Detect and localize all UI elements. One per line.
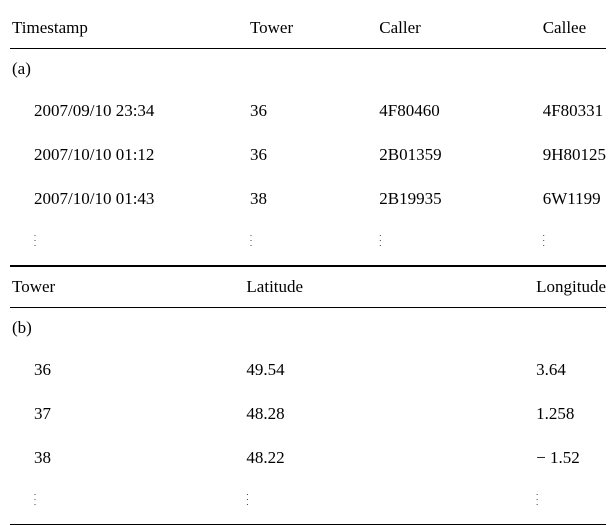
table-header-row: Tower Latitude Longitude [10,267,606,308]
cell-caller: 2B01359 [379,133,542,177]
cell-callee: 9H80125 [543,133,606,177]
cell-caller: 4F80460 [379,89,542,133]
col-timestamp: Timestamp [10,8,250,49]
section-label: (a) [10,49,606,90]
cell-tower: 38 [250,177,379,221]
tower-table: Tower Latitude Longitude (b) 36 49.54 3.… [10,266,606,525]
table-header-row: Timestamp Tower Caller Callee [10,8,606,49]
section-label: (b) [10,308,606,349]
vertical-ellipsis-icon: ... [536,490,538,505]
col-callee: Callee [543,8,606,49]
cell-tower: 36 [250,133,379,177]
col-tower: Tower [10,267,246,308]
vertical-ellipsis-icon: ... [250,231,252,246]
cell-timestamp: 2007/10/10 01:12 [10,133,250,177]
cell-timestamp: 2007/09/10 23:34 [10,89,250,133]
cell-longitude: − 1.52 [536,436,606,480]
col-caller: Caller [379,8,542,49]
cell-caller: 2B19935 [379,177,542,221]
cell-timestamp: 2007/10/10 01:43 [10,177,250,221]
vertical-ellipsis-icon: ... [34,490,36,505]
vertical-ellipsis-icon: ... [34,231,36,246]
cell-tower: 36 [250,89,379,133]
vertical-ellipsis-icon: ... [246,490,248,505]
cell-latitude: 48.28 [246,392,536,436]
col-latitude: Latitude [246,267,536,308]
cell-callee: 6W1199 [543,177,606,221]
col-tower: Tower [250,8,379,49]
table-row: 2007/10/10 01:12 36 2B01359 9H80125 [10,133,606,177]
cell-tower: 37 [10,392,246,436]
table-row: 36 49.54 3.64 [10,348,606,392]
cell-longitude: 1.258 [536,392,606,436]
cell-tower: 38 [10,436,246,480]
cell-longitude: 3.64 [536,348,606,392]
section-a-label: (a) [10,49,606,90]
table-row: 2007/10/10 01:43 38 2B19935 6W1199 [10,177,606,221]
table-row: 38 48.22 − 1.52 [10,436,606,480]
cell-latitude: 48.22 [246,436,536,480]
cell-latitude: 49.54 [246,348,536,392]
section-b-label: (b) [10,308,606,349]
col-longitude: Longitude [536,267,606,308]
vertical-ellipsis-icon: ... [543,231,545,246]
vertical-ellipsis-icon: ... [379,231,381,246]
ellipsis-row: ... ... ... ... [10,221,606,266]
cell-tower: 36 [10,348,246,392]
table-row: 2007/09/10 23:34 36 4F80460 4F80331 [10,89,606,133]
cell-callee: 4F80331 [543,89,606,133]
cdr-table: Timestamp Tower Caller Callee (a) 2007/0… [10,8,606,266]
table-row: 37 48.28 1.258 [10,392,606,436]
